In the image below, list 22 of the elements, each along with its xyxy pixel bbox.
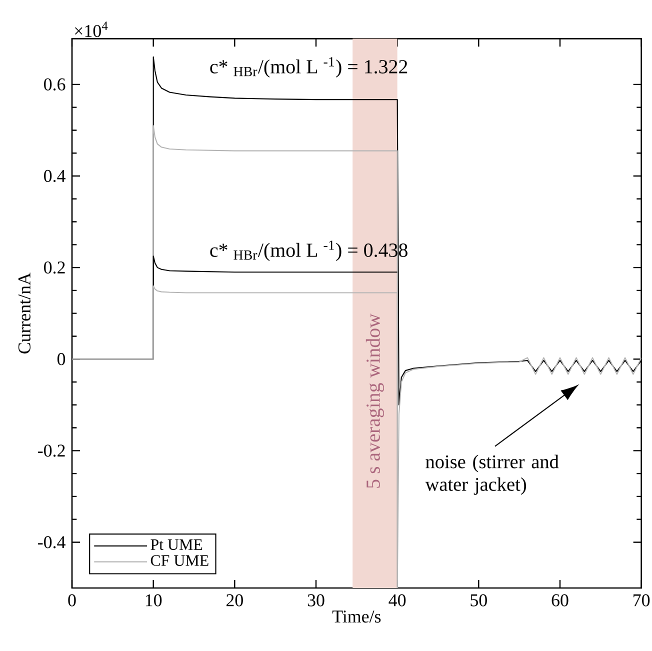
- x-tick-label: 20: [226, 594, 243, 606]
- x-tick-label: 50: [470, 594, 487, 606]
- y-axis-title: Current/nA: [18, 272, 30, 354]
- x-axis-title: Time/s: [332, 610, 381, 623]
- annotation: noise (stirrer and water jacket): [425, 454, 559, 495]
- legend-label: Pt UME: [150, 539, 202, 550]
- band-label: 5 s averaging window: [366, 314, 384, 488]
- text: ×10$^{4}$: [75, 22, 108, 38]
- y-tick-label: 0.2: [44, 261, 65, 274]
- x-tick-label: 60: [552, 594, 568, 606]
- x-tick-label: 0: [68, 594, 76, 606]
- y-tick-label: -0.2: [38, 444, 65, 457]
- y-tick-label: -0.4: [38, 536, 66, 548]
- legend-label: CF UME: [150, 555, 208, 566]
- x-tick-label: 70: [634, 594, 650, 606]
- x-tick-label: 10: [146, 594, 162, 606]
- annotation: c* $_{HBr}$/(mol L $^{-1}$) = 1.322: [210, 57, 408, 78]
- y-tick-label: 0.4: [44, 170, 66, 182]
- y-tick-label: 0: [57, 353, 66, 366]
- x-tick-label: 30: [308, 594, 324, 606]
- y-tick-label: 0.6: [44, 78, 66, 91]
- x-tick-label: 40: [388, 594, 406, 606]
